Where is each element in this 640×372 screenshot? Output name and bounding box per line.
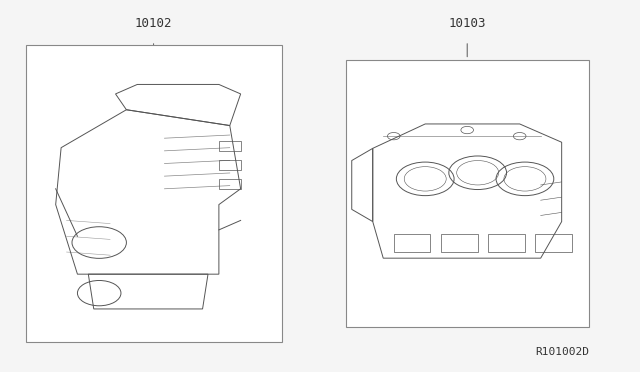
Bar (219, 141, 241, 151)
Bar (394, 234, 431, 252)
Bar (219, 160, 241, 170)
Bar (441, 234, 477, 252)
Bar (26, 45, 282, 342)
Bar (488, 234, 525, 252)
Bar (219, 179, 241, 189)
Text: 10103: 10103 (449, 17, 486, 30)
Text: 10102: 10102 (135, 17, 172, 30)
Text: R101002D: R101002D (535, 347, 589, 357)
Bar (346, 60, 589, 327)
Bar (536, 234, 572, 252)
